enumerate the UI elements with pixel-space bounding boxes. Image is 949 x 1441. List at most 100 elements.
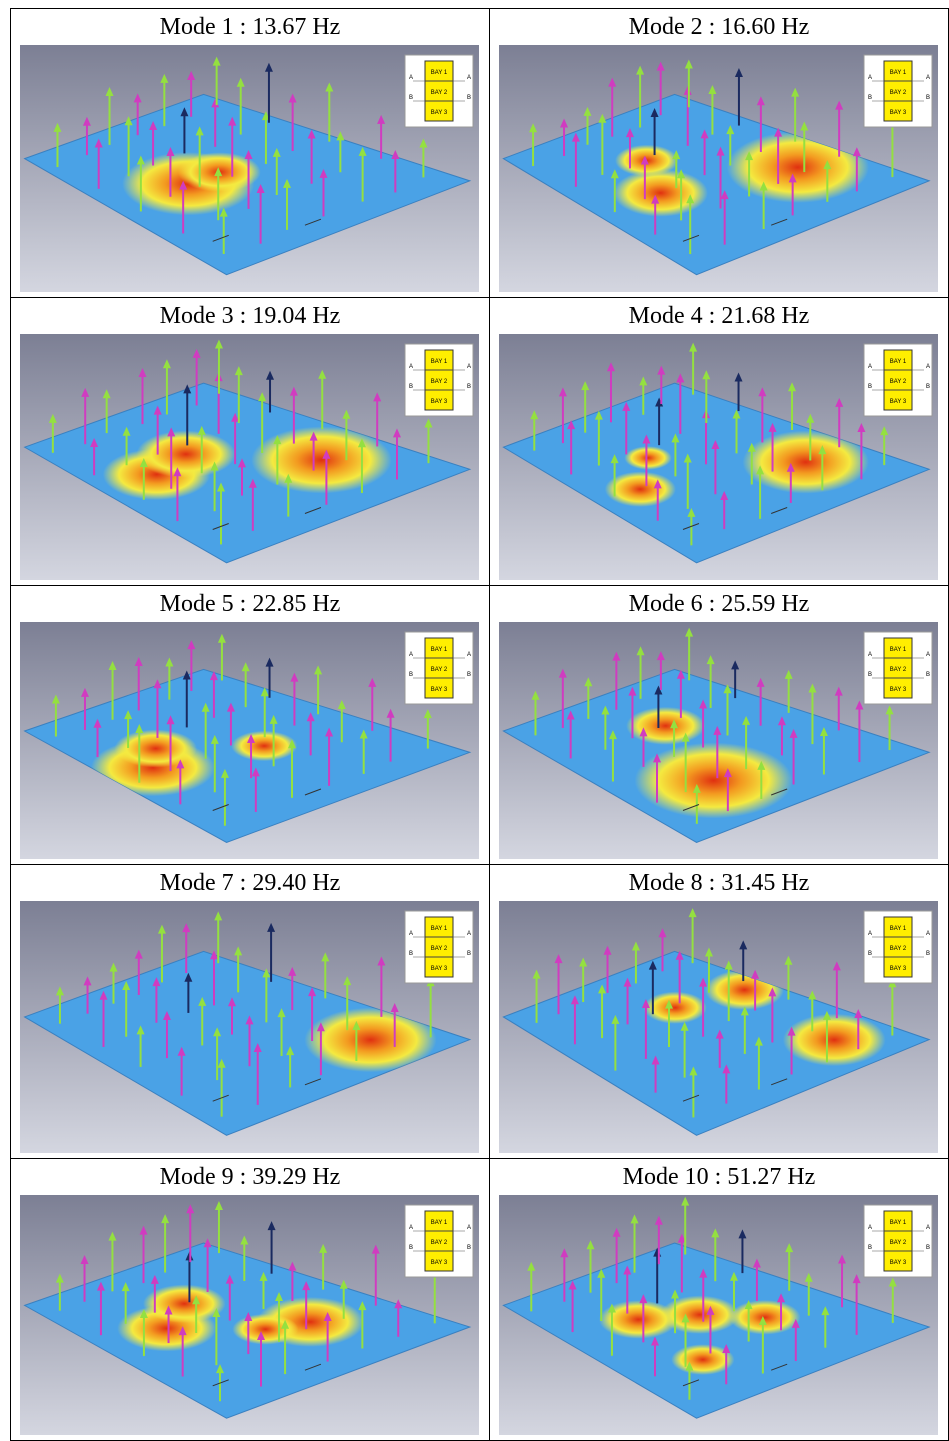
bay-legend: BAY 1BAY 2BAY 3AABB (405, 344, 473, 416)
mode-title: Mode 7 : 29.40 Hz (11, 865, 489, 899)
section-label: B (467, 95, 471, 101)
mode-title: Mode 3 : 19.04 Hz (11, 298, 489, 332)
section-label: B (467, 1245, 471, 1251)
section-label: B (467, 672, 471, 678)
mode-panel: Mode 7 : 29.40 HzBAY 1BAY 2BAY 3AABB (10, 864, 490, 1159)
mode-shape-image: BAY 1BAY 2BAY 3AABB (20, 1195, 479, 1435)
section-label: B (926, 1245, 930, 1251)
hot-spot (626, 707, 705, 745)
section-label: B (926, 951, 930, 957)
bay-label: BAY 2 (890, 1240, 907, 1246)
mode-panel: Mode 3 : 19.04 HzBAY 1BAY 2BAY 3AABB (10, 297, 490, 586)
section-label: A (868, 1225, 872, 1231)
section-label: B (926, 95, 930, 101)
bay-legend: BAY 1BAY 2BAY 3AABB (405, 632, 473, 704)
section-label: B (868, 95, 872, 101)
mode-title: Mode 10 : 51.27 Hz (490, 1159, 948, 1193)
bay-label: BAY 2 (431, 90, 448, 96)
bay-label: BAY 1 (890, 926, 907, 932)
bay-label: BAY 3 (890, 966, 907, 972)
bay-label: BAY 1 (890, 1220, 907, 1226)
page: Mode 1 : 13.67 HzBAY 1BAY 2BAY 3AABBMode… (0, 0, 949, 1440)
section-label: A (409, 652, 413, 658)
bay-label: BAY 1 (890, 70, 907, 76)
bay-label: BAY 3 (431, 399, 448, 405)
section-label: B (868, 672, 872, 678)
bay-label: BAY 2 (431, 667, 448, 673)
bay-label: BAY 1 (431, 1220, 448, 1226)
bay-label: BAY 2 (890, 946, 907, 952)
hot-spot (624, 446, 671, 470)
mode-shape-image: BAY 1BAY 2BAY 3AABB (499, 334, 938, 580)
section-label: B (409, 95, 413, 101)
bay-legend: BAY 1BAY 2BAY 3AABB (864, 344, 932, 416)
bay-legend: BAY 1BAY 2BAY 3AABB (864, 632, 932, 704)
section-label: A (467, 364, 471, 370)
bay-label: BAY 3 (431, 1260, 448, 1266)
section-label: B (467, 951, 471, 957)
mode-title: Mode 8 : 31.45 Hz (490, 865, 948, 899)
bay-legend: BAY 1BAY 2BAY 3AABB (405, 55, 473, 127)
mode-shape-image: BAY 1BAY 2BAY 3AABB (499, 622, 938, 859)
section-label: A (926, 75, 930, 81)
bay-legend: BAY 1BAY 2BAY 3AABB (864, 911, 932, 983)
section-label: B (926, 672, 930, 678)
mode-shape-image: BAY 1BAY 2BAY 3AABB (499, 1195, 938, 1435)
section-label: A (926, 364, 930, 370)
hot-spot (729, 1300, 800, 1335)
section-label: A (467, 75, 471, 81)
bay-label: BAY 1 (431, 359, 448, 365)
section-label: B (926, 384, 930, 390)
section-label: B (409, 672, 413, 678)
section-label: A (409, 1225, 413, 1231)
hot-spot (660, 1296, 739, 1334)
section-label: A (409, 75, 413, 81)
section-label: A (467, 652, 471, 658)
mode-panel: Mode 10 : 51.27 HzBAY 1BAY 2BAY 3AABB (489, 1158, 949, 1441)
bay-label: BAY 3 (431, 687, 448, 693)
section-label: A (409, 931, 413, 937)
bay-label: BAY 3 (431, 966, 448, 972)
bay-label: BAY 1 (431, 926, 448, 932)
mode-title: Mode 4 : 21.68 Hz (490, 298, 948, 332)
hot-spot (613, 169, 708, 216)
bay-label: BAY 2 (431, 1240, 448, 1246)
bay-label: BAY 2 (431, 946, 448, 952)
mode-panel: Mode 8 : 31.45 HzBAY 1BAY 2BAY 3AABB (489, 864, 949, 1159)
hot-spot (783, 1014, 886, 1066)
section-label: A (868, 364, 872, 370)
mode-shape-image: BAY 1BAY 2BAY 3AABB (20, 901, 479, 1153)
mode-panel: Mode 9 : 39.29 HzBAY 1BAY 2BAY 3AABB (10, 1158, 490, 1441)
mode-panel: Mode 2 : 16.60 HzBAY 1BAY 2BAY 3AABB (489, 8, 949, 298)
mode-panel: Mode 1 : 13.67 HzBAY 1BAY 2BAY 3AABB (10, 8, 490, 298)
mode-shape-image: BAY 1BAY 2BAY 3AABB (499, 45, 938, 292)
mode-panel: Mode 4 : 21.68 HzBAY 1BAY 2BAY 3AABB (489, 297, 949, 586)
hot-spot (136, 431, 235, 478)
section-label: B (868, 384, 872, 390)
bay-legend: BAY 1BAY 2BAY 3AABB (405, 911, 473, 983)
hot-spot (232, 1314, 298, 1345)
mode-shape-image: BAY 1BAY 2BAY 3AABB (20, 622, 479, 859)
mode-shape-image: BAY 1BAY 2BAY 3AABB (499, 901, 938, 1153)
mode-title: Mode 6 : 25.59 Hz (490, 586, 948, 620)
mode-shape-image: BAY 1BAY 2BAY 3AABB (20, 45, 479, 292)
hot-spot (114, 730, 197, 768)
section-label: B (868, 951, 872, 957)
bay-label: BAY 2 (431, 379, 448, 385)
section-label: A (409, 364, 413, 370)
section-label: A (868, 75, 872, 81)
section-label: B (409, 1245, 413, 1251)
hot-spot (635, 743, 793, 819)
bay-label: BAY 3 (890, 687, 907, 693)
section-label: B (409, 951, 413, 957)
bay-label: BAY 1 (890, 359, 907, 365)
bay-legend: BAY 1BAY 2BAY 3AABB (864, 55, 932, 127)
bay-label: BAY 2 (890, 90, 907, 96)
mode-title: Mode 9 : 39.29 Hz (11, 1159, 489, 1193)
bay-label: BAY 3 (431, 110, 448, 116)
section-label: B (868, 1245, 872, 1251)
mode-title: Mode 5 : 22.85 Hz (11, 586, 489, 620)
section-label: A (868, 931, 872, 937)
mode-panel: Mode 6 : 25.59 HzBAY 1BAY 2BAY 3AABB (489, 585, 949, 865)
